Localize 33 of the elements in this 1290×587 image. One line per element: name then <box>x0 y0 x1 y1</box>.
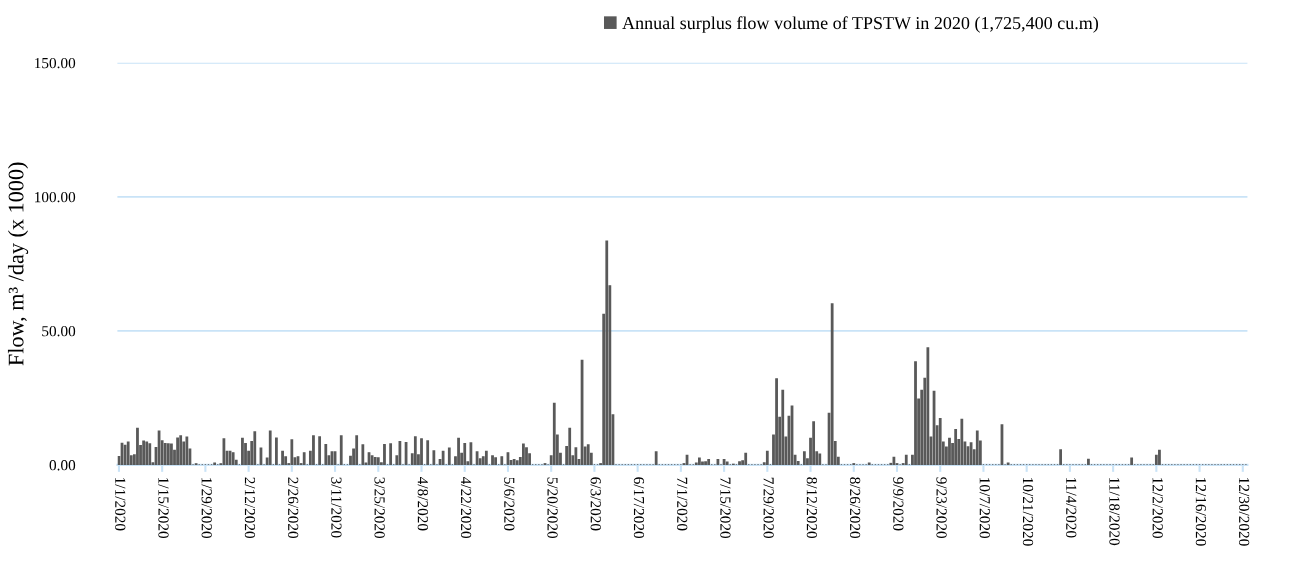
y-tick-label: 150.00 <box>35 57 76 69</box>
x-tick-label: 2/26/2020 <box>288 477 299 539</box>
x-tick-label: 6/17/2020 <box>633 477 645 539</box>
x-tick-label: 7/1/2020 <box>677 477 688 531</box>
x-tick-label: 1/1/2020 <box>115 478 126 531</box>
x-tick-label: 11/18/2020 <box>1109 478 1120 546</box>
x-tick-label: 6/3/2020 <box>590 477 601 531</box>
y-tick-label: 50.00 <box>42 326 76 337</box>
legend-label: Annual surplus flow volume of TPSTW in 2020 (1,725,400 cu.m) <box>622 16 1099 33</box>
x-tick-label: 1/29/2020 <box>201 478 212 539</box>
x-tick-label: 7/15/2020 <box>720 477 731 539</box>
x-tick-label: 4/22/2020 <box>460 477 472 539</box>
x-tick-label: 12/16/2020 <box>1195 478 1207 546</box>
x-tick-label: 3/11/2020 <box>331 477 342 538</box>
x-tick-label: 2/12/2020 <box>244 477 256 539</box>
x-tick-label: 10/7/2020 <box>979 478 990 539</box>
x-tick-label: 5/20/2020 <box>547 477 558 539</box>
x-tick-label: 8/12/2020 <box>806 477 818 539</box>
x-tick-label: 11/4/2020 <box>1066 478 1077 538</box>
x-tick-label: 8/26/2020 <box>849 477 861 539</box>
y-axis-title: Flow, m³ /day (x 1000) <box>7 162 29 366</box>
x-tick-label: 3/25/2020 <box>374 477 385 539</box>
x-tick-label: 7/29/2020 <box>763 477 774 539</box>
x-tick-label: 9/23/2020 <box>936 477 947 539</box>
x-tick-label: 12/30/2020 <box>1238 478 1250 546</box>
x-tick-label: 9/9/2020 <box>893 477 904 531</box>
x-tick-label: 5/6/2020 <box>504 477 515 531</box>
x-tick-label: 10/21/2020 <box>1022 478 1034 546</box>
x-tick-label: 4/8/2020 <box>417 477 428 531</box>
x-tick-label: 1/15/2020 <box>158 478 169 539</box>
y-tick-label: 100.00 <box>35 191 76 203</box>
y-tick-label: 0.00 <box>49 460 76 471</box>
x-tick-label: 12/2/2020 <box>1152 478 1163 539</box>
